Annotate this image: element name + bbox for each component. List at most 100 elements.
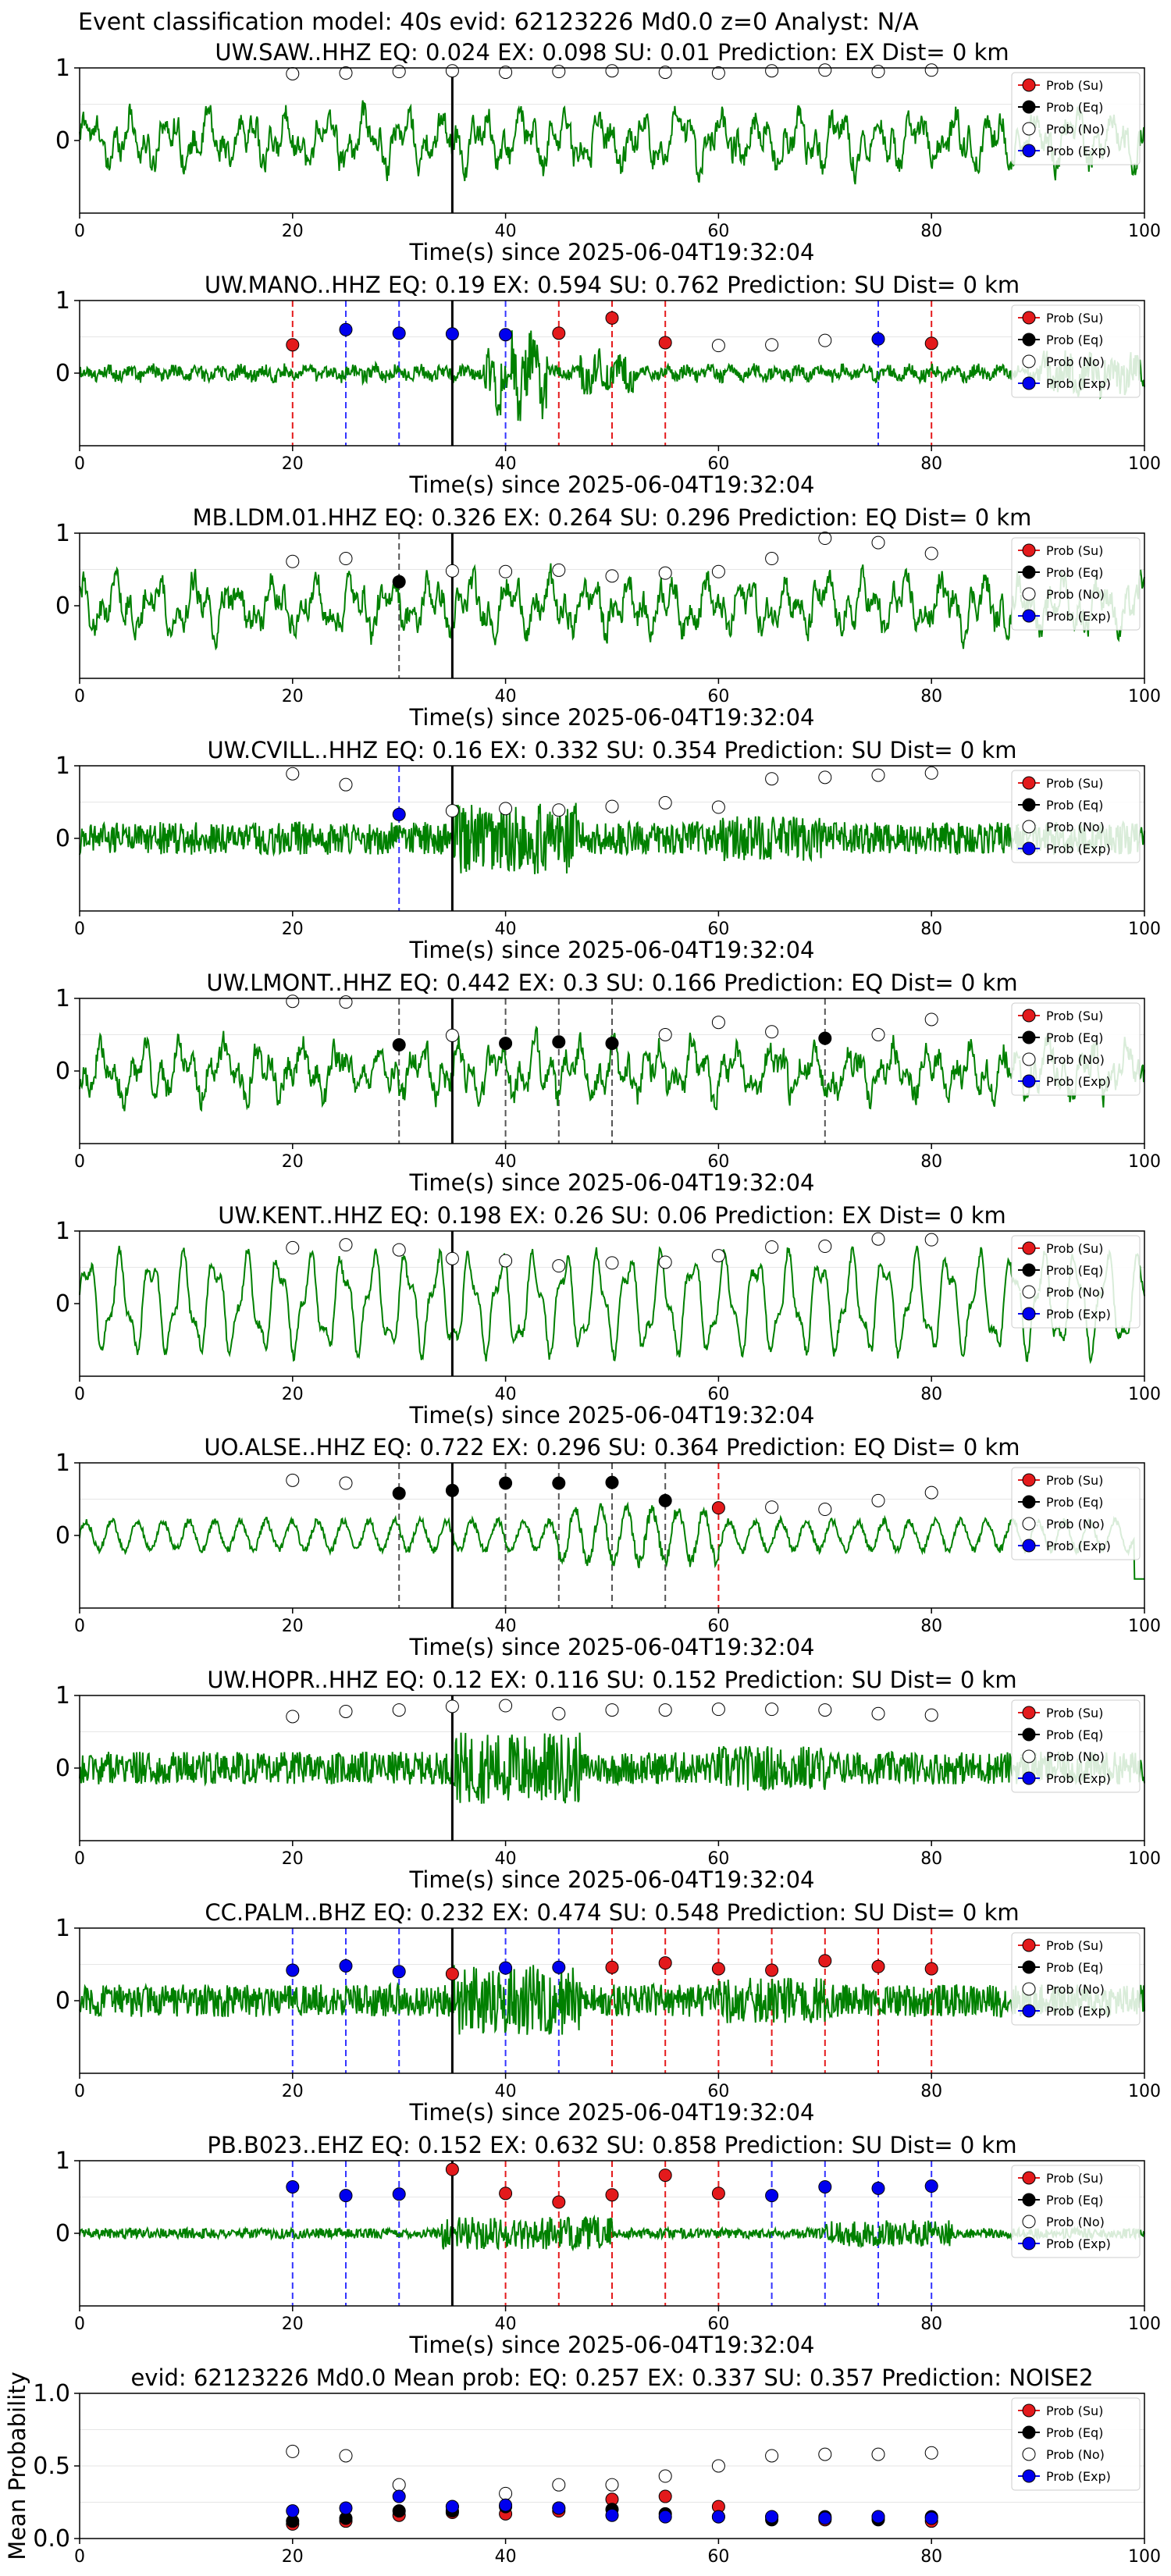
legend-box [1011,72,1141,165]
prob-point-no [552,1706,566,1720]
prob-point-no [711,800,725,814]
mean-point-exp [711,2510,725,2524]
prob-point-no [765,1025,779,1039]
prob-point-eq [499,1037,513,1051]
legend-label: Prob (Eq) [1046,1263,1103,1278]
y-tick-label: 0 [55,1290,70,1318]
legend-box [1011,2165,1141,2258]
prob-point-no [499,564,513,578]
prob-point-no [765,1240,779,1254]
legend-marker-eq [1022,2425,1036,2439]
prob-point-exp [392,326,406,340]
legend-label: Prob (No) [1046,1749,1105,1764]
panel-4: UW.LMONT..HHZ EQ: 0.442 EX: 0.3 SU: 0.16… [55,970,1161,1196]
legend-label: Prob (Su) [1046,776,1103,791]
x-tick-label: 20 [282,920,304,939]
mean-point-exp [445,2500,459,2514]
prob-point-no [339,1476,353,1490]
x-tick-label: 20 [282,1617,304,1636]
legend-label: Prob (Su) [1046,1473,1103,1488]
legend-box [1011,1699,1141,1793]
y-tick-label: 0.0 [33,2525,70,2553]
panel-9: PB.B023..EHZ EQ: 0.152 EX: 0.632 SU: 0.8… [55,2132,1161,2358]
x-tick-label: 40 [495,2547,517,2567]
prob-point-exp [924,2179,938,2194]
prob-point-no [924,766,938,780]
prob-point-eq [552,1476,566,1490]
mean-point-no [286,2444,300,2458]
x-tick-label: 100 [1128,920,1161,939]
legend-box [1011,1002,1141,1096]
panel-title: UW.CVILL..HHZ EQ: 0.16 EX: 0.332 SU: 0.3… [207,737,1016,763]
legend-marker-eq [1022,100,1036,114]
prob-point-no [818,1240,832,1254]
mean-point-exp [552,2501,566,2515]
prob-point-no [339,1704,353,1718]
legend-marker-exp [1022,2004,1036,2018]
mean-point-exp [499,2498,513,2512]
x-tick-label: 0 [74,1385,85,1404]
prob-point-su [658,336,672,350]
x-tick-label: 0 [74,1849,85,1869]
x-tick-label: 20 [282,687,304,706]
y-tick-label: 1 [55,1218,70,1245]
legend-marker-su [1022,1009,1036,1023]
prob-point-su [818,1954,832,1968]
prob-point-su [499,2186,513,2201]
x-tick-label: 80 [920,2547,942,2567]
prob-point-no [765,1703,779,1717]
prob-point-no [605,1703,619,1717]
x-tick-label: 20 [282,1152,304,1172]
prob-point-su [711,2186,725,2201]
x-tick-label: 80 [920,454,942,474]
mean-point-no [499,2486,513,2500]
x-tick-label: 0 [74,2547,85,2567]
legend-box [1011,2397,1141,2491]
x-tick-label: 80 [920,1849,942,1869]
prob-point-no [445,1028,459,1042]
legend-marker-exp [1022,144,1036,158]
legend-label: Prob (Eq) [1046,2193,1103,2208]
legend-label: Prob (No) [1046,1052,1105,1067]
prob-point-no [605,799,619,813]
prob-point-su [552,326,566,340]
panel-title: UW.MANO..HHZ EQ: 0.19 EX: 0.594 SU: 0.76… [205,272,1020,298]
x-tick-label: 60 [707,222,729,241]
x-tick-label: 100 [1128,1152,1161,1172]
legend-marker-eq [1022,1263,1036,1277]
x-tick-label: 0 [74,1617,85,1636]
prob-point-no [552,803,566,817]
legend-label: Prob (Eq) [1046,2425,1103,2440]
prob-point-no [552,1259,566,1273]
x-tick-label: 60 [707,1152,729,1172]
prob-point-su [924,1962,938,1976]
x-tick-label: 80 [920,1385,942,1404]
panel-title: PB.B023..EHZ EQ: 0.152 EX: 0.632 SU: 0.8… [207,2132,1016,2158]
legend-label: Prob (Exp) [1046,841,1111,856]
x-tick-label: 40 [495,1617,517,1636]
mean-point-exp [605,2508,619,2522]
prob-point-no [605,64,619,78]
waveform-trace [79,563,1145,651]
figure-title: Event classification model: 40s evid: 62… [78,9,919,36]
prob-point-no [711,564,725,578]
legend-marker-exp [1022,841,1036,856]
y-tick-label: 1 [55,1450,70,1477]
mean-point-no [711,2459,725,2473]
prob-point-no [924,1708,938,1722]
panel-title: MB.LDM.01.HHZ EQ: 0.326 EX: 0.264 SU: 0.… [193,504,1032,531]
legend-label: Prob (No) [1046,1982,1105,1997]
legend-marker-no [1022,1052,1036,1066]
x-tick-label: 60 [707,2314,729,2334]
legend-label: Prob (Exp) [1046,1539,1111,1553]
mean-point-no [924,2446,938,2460]
y-tick-label: 1 [55,985,70,1012]
y-tick-label: 1 [55,753,70,780]
prob-point-no [658,795,672,809]
prob-point-no [711,66,725,80]
prob-point-no [445,1251,459,1265]
legend-label: Prob (Exp) [1046,609,1111,624]
y-tick-label: 0 [55,1522,70,1550]
legend-label: Prob (Exp) [1046,2236,1111,2251]
plot-frame [79,1230,1145,1377]
